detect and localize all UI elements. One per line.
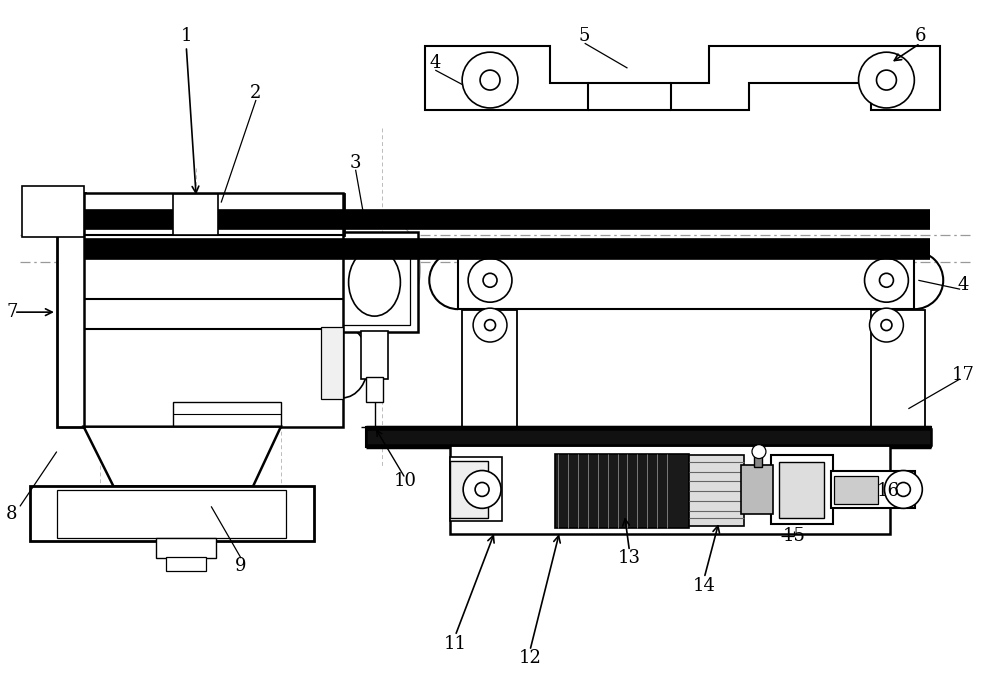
Text: 10: 10 — [394, 473, 417, 491]
Bar — [741, 464, 773, 514]
Bar — [84, 192, 343, 427]
Circle shape — [752, 445, 766, 459]
Bar — [156, 538, 216, 558]
Polygon shape — [425, 46, 588, 110]
Circle shape — [870, 308, 903, 342]
Ellipse shape — [349, 248, 400, 316]
Text: 9: 9 — [235, 557, 247, 575]
Bar — [771, 454, 833, 524]
Bar — [84, 210, 930, 229]
Text: 17: 17 — [952, 366, 975, 384]
Text: 7: 7 — [6, 303, 18, 321]
Bar — [84, 240, 930, 259]
Bar — [22, 185, 84, 238]
Bar — [754, 445, 762, 466]
Circle shape — [483, 273, 497, 287]
Bar — [366, 427, 931, 447]
Circle shape — [473, 308, 507, 342]
Polygon shape — [671, 46, 940, 110]
Bar — [57, 194, 344, 236]
Bar — [339, 240, 410, 325]
Circle shape — [881, 320, 892, 330]
Bar — [831, 470, 915, 508]
Text: 13: 13 — [618, 549, 641, 567]
Bar — [173, 194, 218, 236]
Bar — [450, 445, 890, 535]
Bar — [779, 461, 824, 519]
Text: 14: 14 — [693, 577, 716, 595]
Polygon shape — [84, 427, 281, 487]
Bar — [173, 401, 281, 427]
Text: 12: 12 — [518, 649, 541, 667]
Circle shape — [876, 70, 896, 90]
Circle shape — [463, 470, 501, 508]
Bar — [450, 457, 502, 521]
Circle shape — [462, 52, 518, 108]
Circle shape — [896, 482, 910, 496]
Bar — [871, 310, 925, 431]
Text: 8: 8 — [6, 505, 18, 523]
Bar — [57, 491, 286, 538]
Text: 2: 2 — [250, 84, 262, 102]
Circle shape — [879, 273, 893, 287]
Bar — [366, 429, 931, 445]
Text: 16: 16 — [877, 482, 900, 500]
Text: 4: 4 — [430, 54, 441, 72]
Circle shape — [468, 259, 512, 302]
Circle shape — [480, 70, 500, 90]
Bar — [555, 454, 689, 528]
Circle shape — [865, 259, 908, 302]
Bar — [458, 252, 914, 309]
Text: 5: 5 — [579, 27, 590, 45]
Circle shape — [884, 470, 922, 508]
Text: 11: 11 — [444, 635, 467, 653]
Bar — [366, 377, 383, 401]
Circle shape — [485, 320, 496, 330]
Bar — [361, 331, 388, 379]
Text: 3: 3 — [350, 154, 361, 171]
Bar — [57, 192, 85, 427]
Circle shape — [475, 482, 489, 496]
Text: 15: 15 — [782, 527, 805, 545]
Bar — [331, 233, 418, 332]
Bar — [834, 477, 878, 505]
Text: 4: 4 — [957, 276, 969, 294]
Bar — [166, 557, 206, 571]
Circle shape — [859, 52, 914, 108]
Bar — [462, 310, 517, 431]
Bar — [30, 487, 314, 542]
Bar — [689, 454, 744, 526]
Text: 1: 1 — [181, 27, 192, 45]
Text: 6: 6 — [915, 27, 926, 45]
Bar — [321, 327, 343, 399]
Bar — [450, 461, 488, 519]
